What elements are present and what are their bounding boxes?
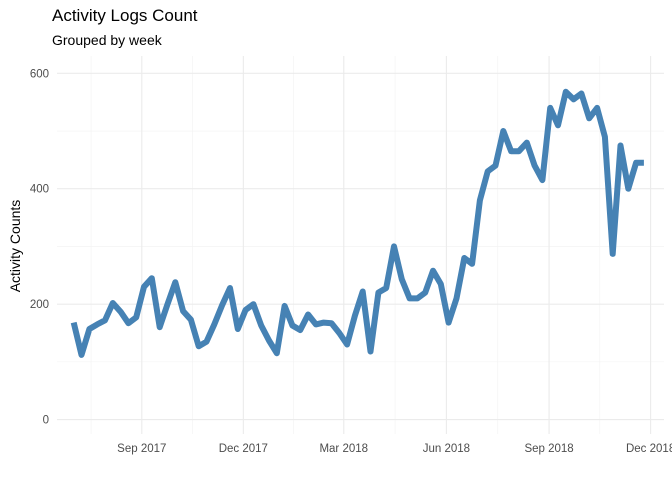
minor-gridlines: [57, 56, 664, 434]
y-tick-label: 0: [43, 415, 49, 427]
y-tick-label: 400: [30, 184, 49, 196]
x-tick-labels: Sep 2017 Dec 2017 Mar 2018 Jun 2018 Sep 2018…: [117, 443, 672, 455]
chart-subtitle: Grouped by week: [52, 32, 162, 48]
major-gridlines: [57, 56, 664, 434]
y-tick-label: 600: [30, 68, 49, 80]
series-line: [70, 88, 644, 358]
series-layer: [70, 88, 644, 358]
x-tick-label: Sep 2018: [524, 443, 573, 455]
y-tick-label: 200: [30, 299, 49, 311]
x-tick-label: Dec 2017: [219, 443, 268, 455]
x-tick-label: Mar 2018: [319, 443, 368, 455]
y-tick-labels: 0 200 400 600: [30, 68, 49, 426]
x-tick-label: Sep 2017: [117, 443, 166, 455]
x-tick-label: Dec 2018: [626, 443, 672, 455]
chart-title: Activity Logs Count: [52, 6, 198, 25]
x-tick-label: Jun 2018: [423, 443, 470, 455]
